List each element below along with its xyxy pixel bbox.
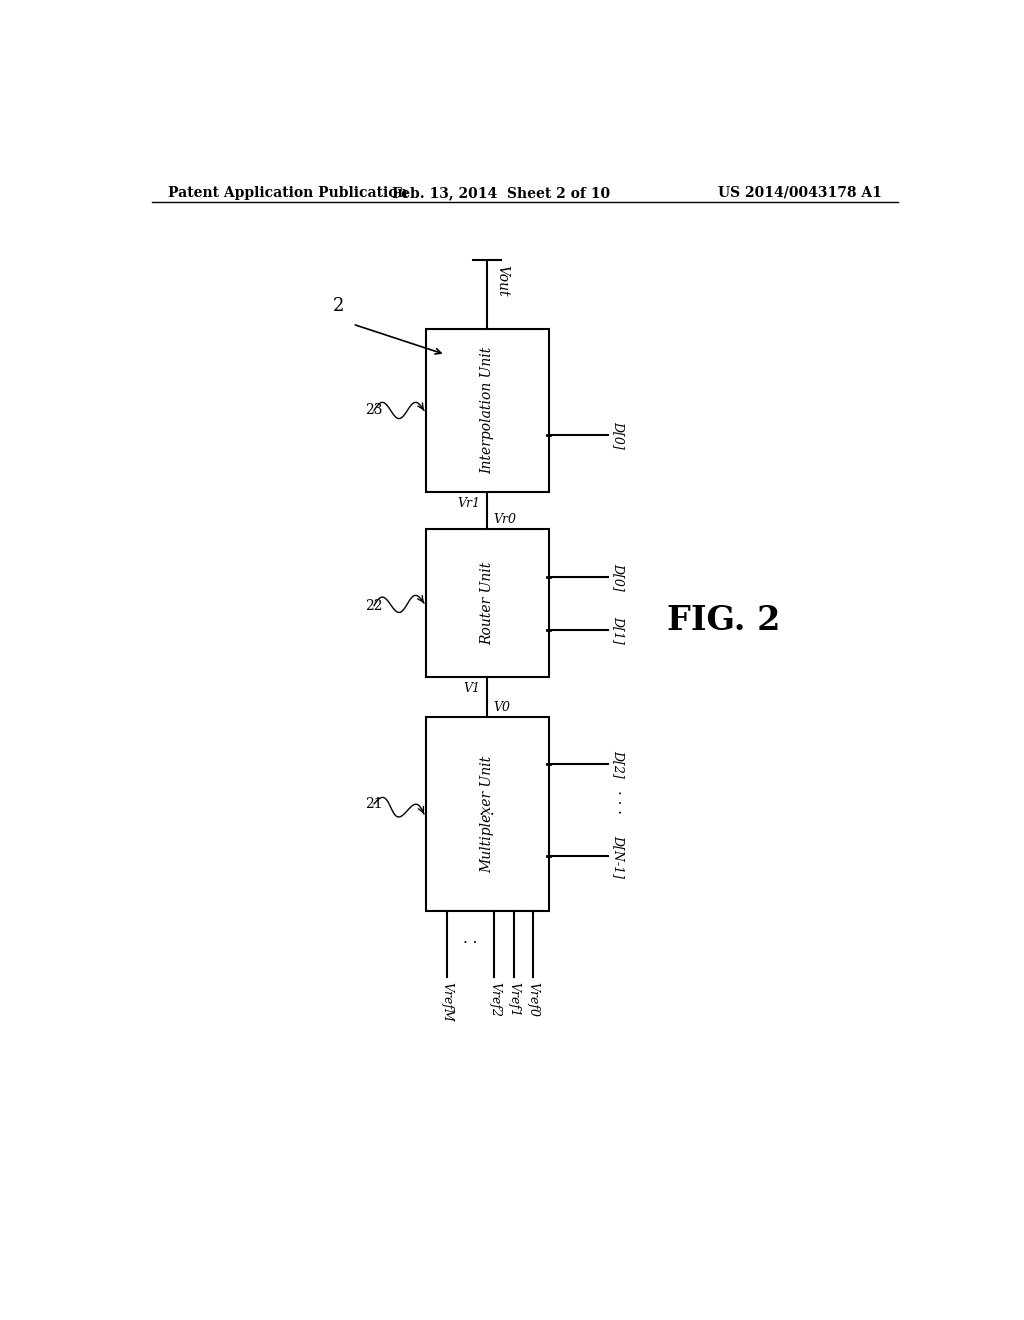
Bar	[426, 718, 549, 911]
Text: . .: . .	[463, 932, 477, 946]
Text: 22: 22	[366, 598, 383, 612]
Text: FIG. 2: FIG. 2	[667, 605, 780, 638]
Text: Router Unit: Router Unit	[480, 561, 495, 644]
Text: 23: 23	[366, 404, 383, 417]
Text: D[1]: D[1]	[612, 615, 625, 643]
Text: US 2014/0043178 A1: US 2014/0043178 A1	[718, 186, 882, 199]
Text: Vr0: Vr0	[494, 513, 516, 527]
Text: Multiplexer Unit: Multiplexer Unit	[480, 755, 495, 873]
Text: Patent Application Publication: Patent Application Publication	[168, 186, 408, 199]
Text: Vout: Vout	[495, 265, 509, 297]
Text: D[2]: D[2]	[612, 750, 625, 777]
Text: V1: V1	[464, 682, 480, 694]
Text: Feb. 13, 2014  Sheet 2 of 10: Feb. 13, 2014 Sheet 2 of 10	[392, 186, 610, 199]
Text: Vref0: Vref0	[526, 982, 539, 1016]
Text: . . .: . . .	[615, 791, 630, 814]
Text: V0: V0	[494, 701, 510, 714]
Text: 2: 2	[333, 297, 344, 314]
Text: Vr1: Vr1	[458, 496, 480, 510]
Text: Vref1: Vref1	[508, 982, 520, 1016]
Text: . .: . .	[479, 801, 495, 818]
Bar	[426, 329, 549, 492]
Text: D[0]: D[0]	[612, 421, 625, 449]
Text: D[0]: D[0]	[612, 562, 625, 590]
Text: Interpolation Unit: Interpolation Unit	[480, 347, 495, 474]
Text: 21: 21	[366, 797, 383, 810]
Bar	[426, 529, 549, 677]
Text: D[N-1]: D[N-1]	[612, 836, 625, 878]
Text: VrefM: VrefM	[440, 982, 453, 1022]
Text: Vref2: Vref2	[488, 982, 501, 1016]
